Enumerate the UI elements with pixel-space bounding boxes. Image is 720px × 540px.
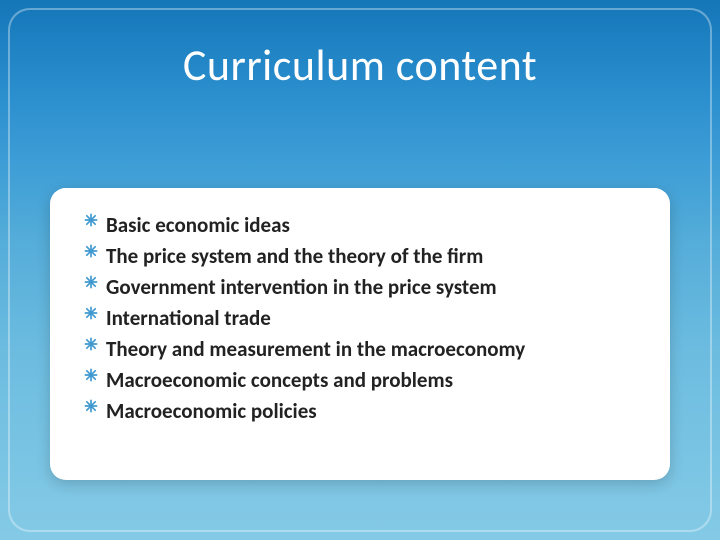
bullet-list: Basic economic ideas The price system an… — [84, 210, 636, 428]
list-item-text: The price system and the theory of the f… — [106, 241, 636, 272]
slide: Curriculum content Basic economic ideas … — [0, 0, 720, 540]
list-item-text: Theory and measurement in the macroecono… — [106, 334, 636, 365]
asterisk-icon — [84, 244, 106, 258]
content-card: Basic economic ideas The price system an… — [50, 188, 670, 480]
list-item: Theory and measurement in the macroecono… — [84, 334, 636, 365]
list-item: The price system and the theory of the f… — [84, 241, 636, 272]
list-item: Macroeconomic policies — [84, 396, 636, 427]
list-item: Basic economic ideas — [84, 210, 636, 241]
asterisk-icon — [84, 275, 106, 289]
asterisk-icon — [84, 213, 106, 227]
list-item-text: International trade — [106, 303, 636, 334]
asterisk-icon — [84, 306, 106, 320]
asterisk-icon — [84, 399, 106, 413]
list-item-text: Macroeconomic policies — [106, 396, 636, 427]
slide-title: Curriculum content — [0, 38, 720, 92]
list-item-text: Government intervention in the price sys… — [106, 272, 636, 303]
asterisk-icon — [84, 368, 106, 382]
list-item: Government intervention in the price sys… — [84, 272, 636, 303]
list-item-text: Macroeconomic concepts and problems — [106, 365, 636, 396]
list-item: Macroeconomic concepts and problems — [84, 365, 636, 396]
list-item: International trade — [84, 303, 636, 334]
asterisk-icon — [84, 337, 106, 351]
list-item-text: Basic economic ideas — [106, 210, 636, 241]
